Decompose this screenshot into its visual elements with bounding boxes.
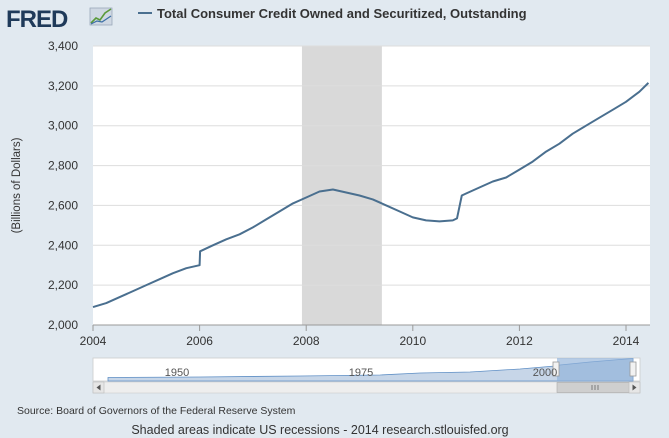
y-tick-label: 2,800: [48, 159, 78, 173]
logo-text: FRED: [6, 6, 68, 33]
y-tick-label: 2,000: [48, 318, 78, 332]
y-tick-label: 2,600: [48, 198, 78, 212]
navigator-label-1950: 1950: [165, 367, 189, 379]
range-navigator[interactable]: 1950 1975 2000: [92, 357, 641, 382]
navigator-selection[interactable]: [557, 358, 633, 381]
x-tick-label: 2012: [506, 334, 533, 348]
chevron-left-icon: [96, 384, 101, 391]
navigator-right-handle[interactable]: [629, 361, 637, 377]
series-layer: [92, 82, 650, 309]
y-axis-ticks: 2,000 2,200 2,400 2,600 2,800 3,000 3,200 3,400: [48, 39, 78, 332]
source-note: Source: Board of Governors of the Federa…: [17, 405, 296, 417]
logo[interactable]: FRED: [6, 6, 113, 33]
line-graph-icon: [89, 7, 113, 26]
scroll-left-button[interactable]: [92, 381, 105, 394]
y-tick-label: 3,400: [48, 39, 78, 53]
x-tick-label: 2014: [613, 334, 640, 348]
recession-footnote: Shaded areas indicate US recessions - 20…: [131, 423, 508, 437]
y-tick-label: 2,200: [48, 278, 78, 292]
x-tick-label: 2008: [293, 334, 320, 348]
recession-band: [301, 46, 382, 325]
navigator-label-2000: 2000: [533, 367, 557, 379]
chevron-right-icon: [632, 384, 637, 391]
y-axis-title: (Billions of Dollars): [11, 137, 23, 233]
legend-entry: Total Consumer Credit Owned and Securiti…: [138, 6, 527, 21]
chart-title: Total Consumer Credit Owned and Securiti…: [157, 6, 527, 21]
recession-bands: [301, 46, 382, 325]
x-axis-ticks: 2004 2006 2008 2010 2012 2014: [80, 325, 640, 348]
scroll-right-button[interactable]: [628, 381, 641, 394]
navigator-left-handle[interactable]: [552, 361, 560, 377]
y-tick-label: 3,000: [48, 119, 78, 133]
series-line: [92, 82, 650, 309]
navigator-scrollbar[interactable]: [92, 381, 641, 394]
navigator-label-1975: 1975: [349, 367, 373, 379]
y-tick-label: 3,200: [48, 79, 78, 93]
grid-lines: [93, 45, 650, 286]
grip-icon: [591, 385, 599, 390]
y-tick-label: 2,400: [48, 238, 78, 252]
x-tick-label: 2004: [80, 334, 107, 348]
x-tick-label: 2010: [399, 334, 426, 348]
x-tick-label: 2006: [186, 334, 213, 348]
